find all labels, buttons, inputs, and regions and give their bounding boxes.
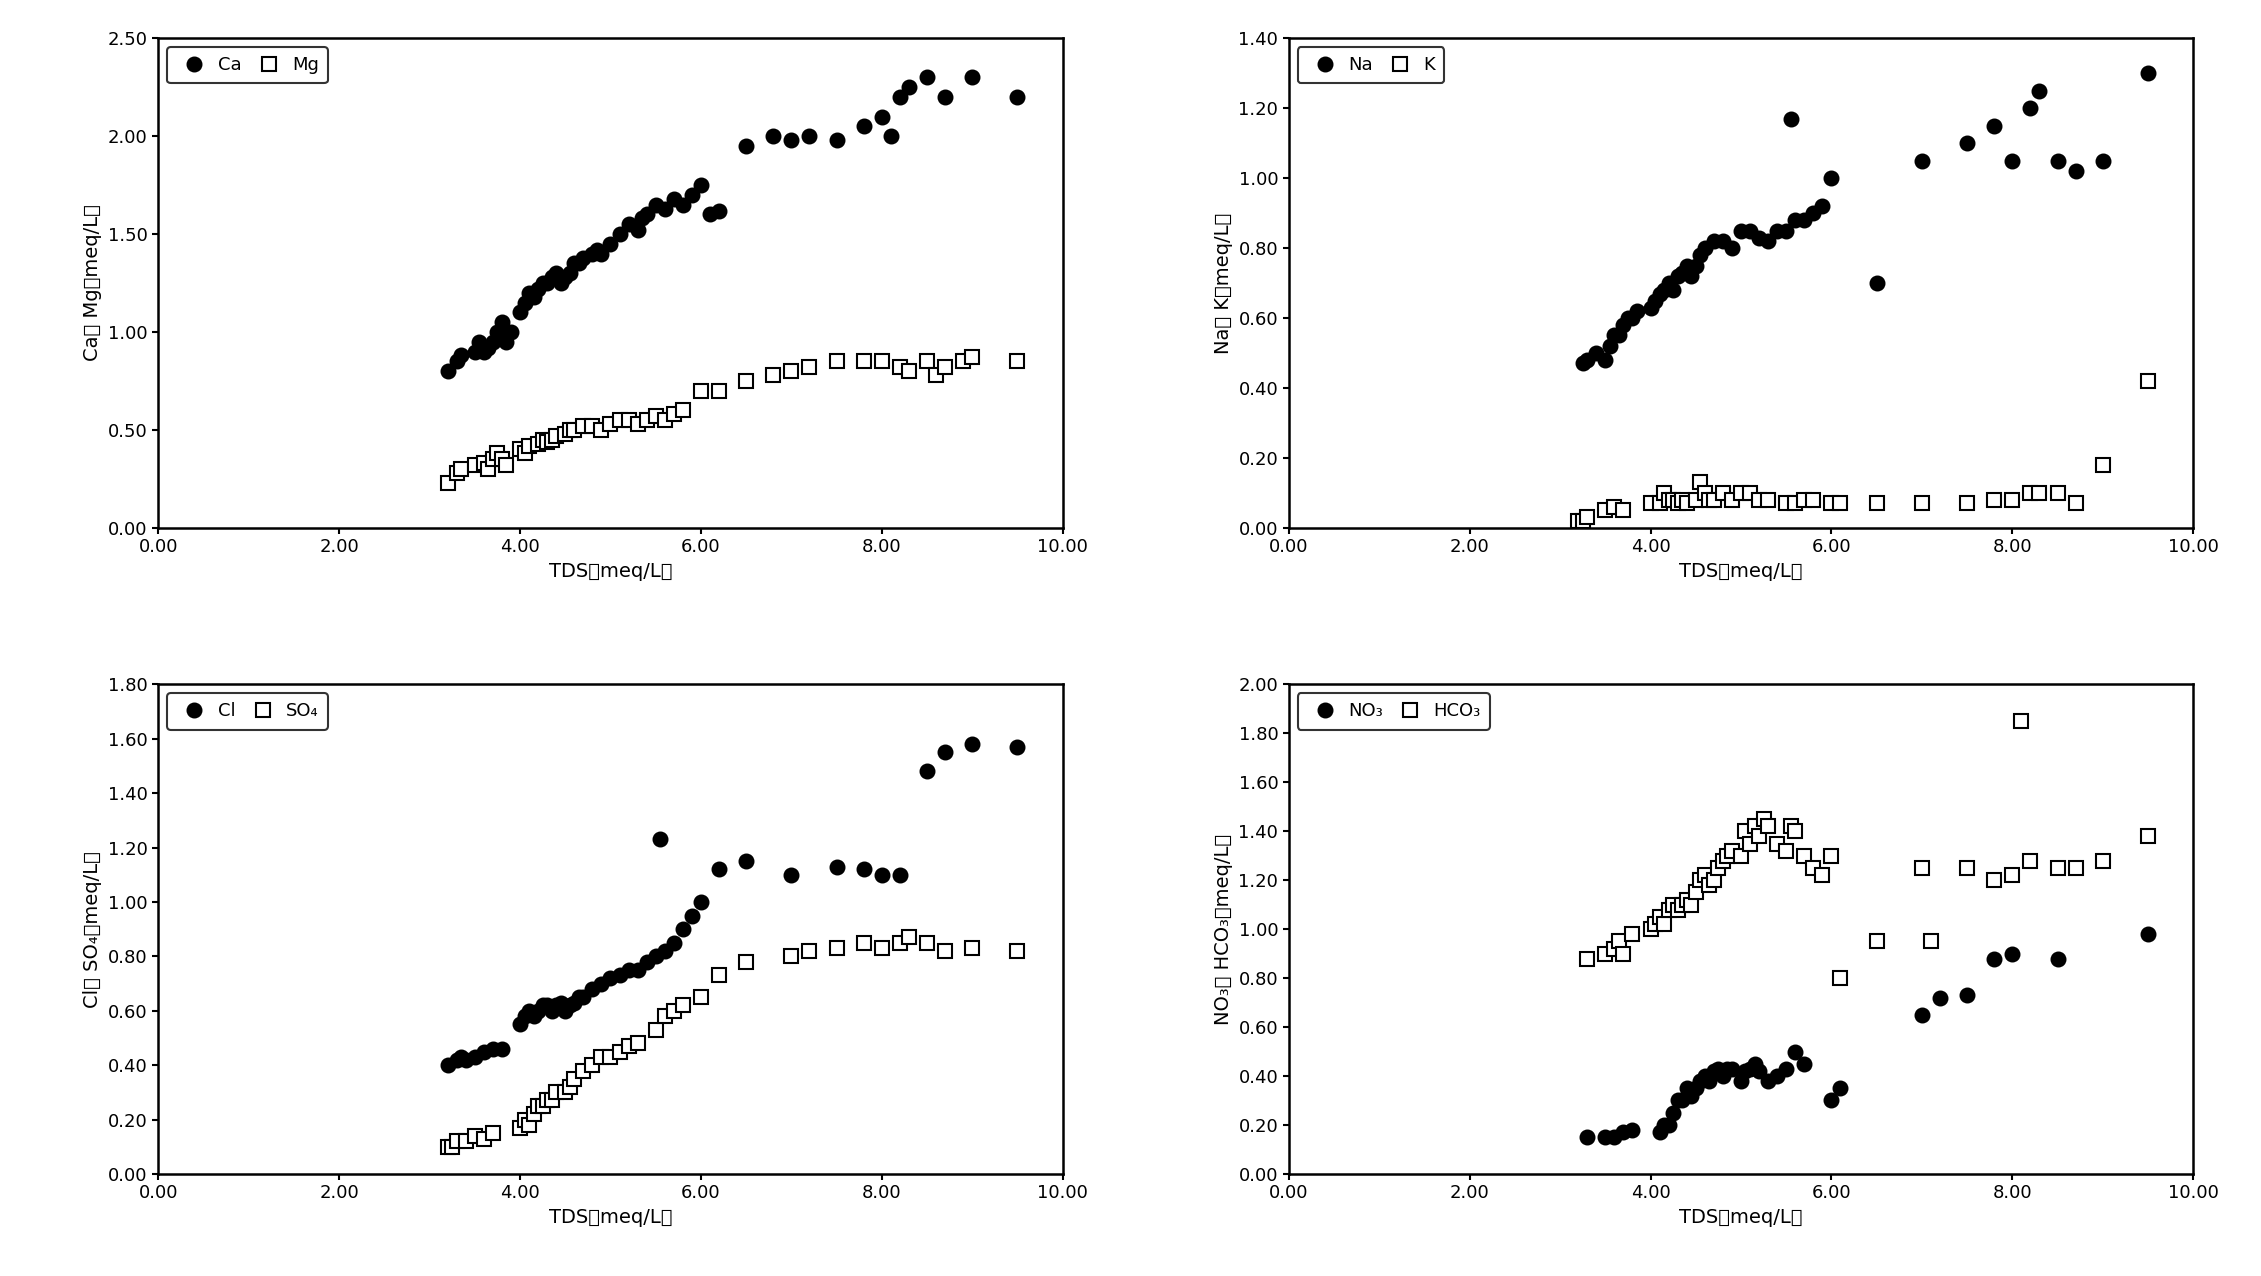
X-axis label: TDS（meq/L）: TDS（meq/L） (1680, 1208, 1802, 1228)
Legend: Na, K: Na, K (1298, 47, 1445, 83)
Y-axis label: NO₃， HCO₃（meq/L）: NO₃， HCO₃（meq/L） (1214, 833, 1232, 1025)
Y-axis label: Na， K（meq/L）: Na， K（meq/L） (1214, 212, 1232, 353)
Legend: Ca, Mg: Ca, Mg (167, 47, 328, 83)
Y-axis label: Cl， SO₄（meq/L）: Cl， SO₄（meq/L） (84, 851, 102, 1008)
X-axis label: TDS（meq/L）: TDS（meq/L） (549, 1208, 672, 1228)
Legend: NO₃, HCO₃: NO₃, HCO₃ (1298, 693, 1490, 730)
X-axis label: TDS（meq/L）: TDS（meq/L） (549, 561, 672, 581)
Y-axis label: Ca， Mg（meq/L）: Ca， Mg（meq/L） (84, 204, 102, 361)
Legend: Cl, SO₄: Cl, SO₄ (167, 693, 328, 730)
X-axis label: TDS（meq/L）: TDS（meq/L） (1680, 561, 1802, 581)
